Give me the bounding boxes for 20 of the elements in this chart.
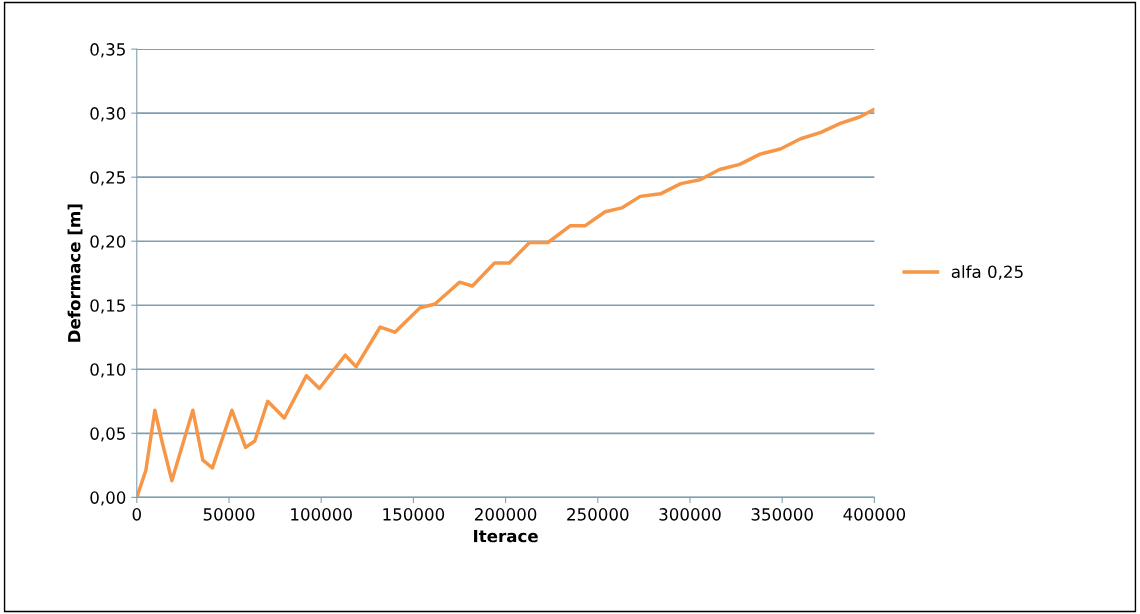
y-tick-label: 0,10 — [90, 363, 126, 378]
y-axis-title: Deformace [m] — [67, 204, 83, 342]
legend-label: alfa 0,25 — [951, 265, 1023, 280]
y-tick-label: 0,00 — [90, 491, 126, 506]
x-tick-label: 250000 — [567, 508, 629, 521]
x-tick-label: 400000 — [843, 508, 906, 521]
x-tick-label: 350000 — [751, 508, 813, 521]
y-tick-label: 0,15 — [90, 299, 125, 314]
x-tick-label: 200000 — [475, 508, 537, 521]
x-axis-title: Iterace — [474, 529, 538, 543]
y-tick-label: 0,05 — [90, 427, 125, 442]
x-tick-label: 150000 — [383, 508, 445, 521]
y-tick-label: 0,35 — [90, 43, 125, 58]
x-tick-label: 0 — [132, 508, 141, 521]
y-tick-label: 0,30 — [90, 107, 126, 122]
y-tick-label: 0,20 — [90, 235, 126, 250]
x-tick-label: 100000 — [291, 508, 352, 521]
x-tick-label: 300000 — [659, 508, 721, 521]
x-tick-label: 50000 — [203, 508, 255, 521]
y-tick-label: 0,25 — [90, 171, 125, 186]
